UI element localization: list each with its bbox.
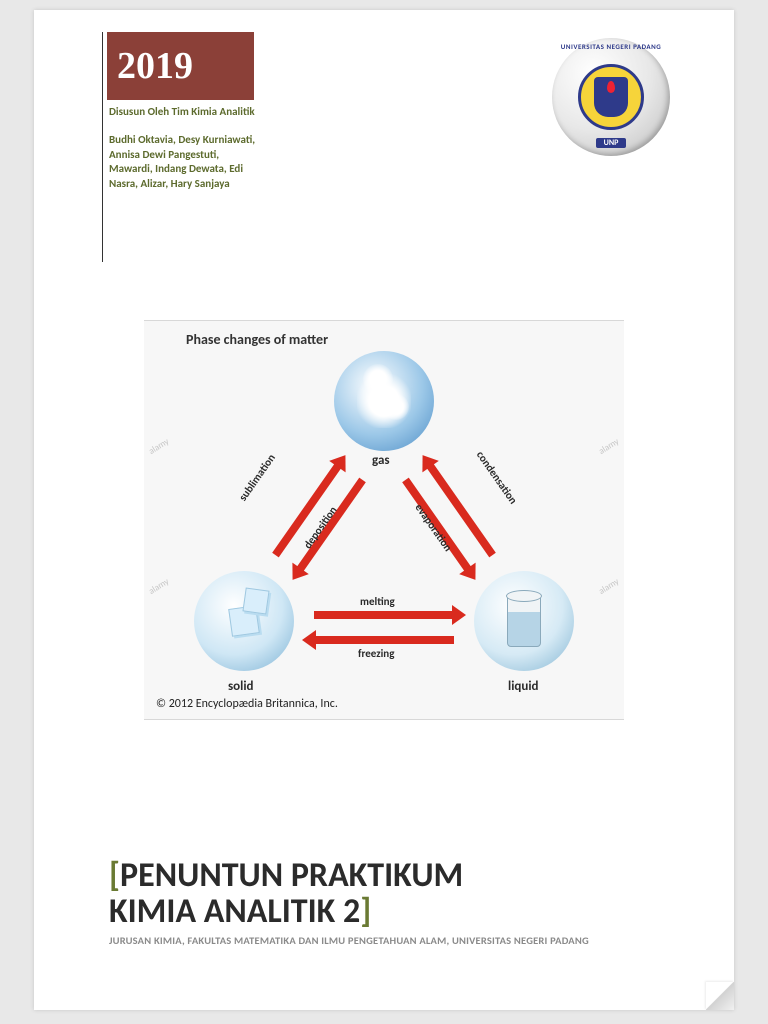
watermark-icon: alamy bbox=[597, 576, 621, 597]
bracket-close: ] bbox=[360, 891, 371, 932]
watermark-icon: alamy bbox=[147, 576, 171, 597]
logo-ring-text-top: UNIVERSITAS NEGERI PADANG bbox=[552, 42, 670, 51]
ice-cube-icon-2 bbox=[242, 587, 269, 614]
water-glass-icon bbox=[507, 595, 541, 647]
phase-gas-label: gas bbox=[372, 453, 390, 468]
label-melting: melting bbox=[360, 595, 395, 608]
logo-inner-circle bbox=[578, 64, 644, 130]
logo-ring: UNIVERSITAS NEGERI PADANG UNP bbox=[552, 38, 670, 156]
label-condensation: condensation bbox=[474, 449, 520, 507]
logo-ring-text-bottom: UNP bbox=[596, 138, 626, 148]
phase-liquid-circle bbox=[474, 571, 574, 671]
page-corner-fold-icon bbox=[706, 982, 734, 1010]
year-band: 2019 bbox=[102, 32, 254, 100]
diagram-copyright: © 2012 Encyclopædia Britannica, Inc. bbox=[156, 697, 338, 711]
logo-flame-icon bbox=[607, 81, 615, 93]
authors-heading: Disusun Oleh Tim Kimia Analitik bbox=[109, 105, 259, 119]
authors-block: Disusun Oleh Tim Kimia Analitik Budhi Ok… bbox=[109, 105, 259, 192]
university-logo: UNIVERSITAS NEGERI PADANG UNP bbox=[552, 38, 670, 156]
phase-gas-circle bbox=[334, 351, 434, 451]
title-block: [PENUNTUN PRAKTIKUM KIMIA ANALITIK 2] JU… bbox=[109, 858, 679, 948]
diagram-title: Phase changes of matter bbox=[186, 331, 328, 348]
main-title: [PENUNTUN PRAKTIKUM KIMIA ANALITIK 2] bbox=[109, 858, 679, 929]
watermark-icon: alamy bbox=[597, 436, 621, 457]
arrow-deposition bbox=[296, 478, 366, 573]
phase-solid-label: solid bbox=[228, 679, 254, 694]
document-page: 2019 Disusun Oleh Tim Kimia Analitik Bud… bbox=[34, 10, 734, 1010]
title-line-2: KIMIA ANALITIK 2 bbox=[109, 891, 360, 932]
gas-cloud-icon bbox=[357, 374, 411, 428]
label-evaporation: evaporation bbox=[412, 501, 454, 554]
phase-liquid-label: liquid bbox=[508, 679, 539, 694]
label-freezing: freezing bbox=[358, 647, 394, 660]
phase-diagram: Phase changes of matter gas solid liquid… bbox=[144, 320, 624, 720]
subtitle: JURUSAN KIMIA, FAKULTAS MATEMATIKA DAN I… bbox=[109, 934, 679, 948]
arrow-melting bbox=[314, 611, 454, 619]
arrow-freezing bbox=[314, 636, 454, 644]
phase-solid-circle bbox=[194, 571, 294, 671]
watermark-icon: alamy bbox=[147, 436, 171, 457]
year-text: 2019 bbox=[117, 44, 193, 88]
left-rule bbox=[102, 32, 103, 262]
logo-shield-icon bbox=[594, 77, 628, 117]
label-sublimation: sublimation bbox=[236, 452, 278, 504]
authors-list: Budhi Oktavia, Desy Kurniawati, Annisa D… bbox=[109, 133, 259, 192]
